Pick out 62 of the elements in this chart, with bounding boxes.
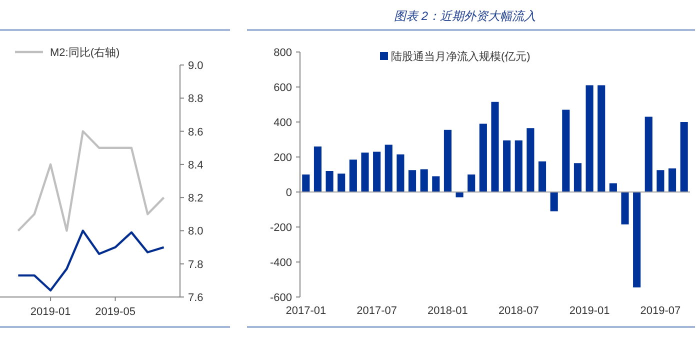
legend-label: 陆股通当月净流入规模(亿元) <box>391 50 530 63</box>
y2-tick-label: 9.0 <box>188 60 204 72</box>
bar <box>468 174 476 192</box>
bar <box>633 192 641 288</box>
bar <box>668 168 676 192</box>
bar <box>314 146 322 192</box>
y2-tick-label: 8.4 <box>188 159 204 172</box>
y2-tick-label: 8.0 <box>188 226 204 238</box>
bar <box>420 169 428 192</box>
x-tick-label: 2019-05 <box>95 306 136 318</box>
bar <box>396 154 404 192</box>
bar <box>384 144 392 192</box>
bar <box>302 174 310 192</box>
bar <box>680 122 688 192</box>
bar <box>526 128 534 192</box>
x-tick-label: 2019-01 <box>30 306 71 318</box>
bar <box>491 102 499 192</box>
bar <box>598 85 606 192</box>
bar <box>514 140 522 192</box>
y-tick-label: 400 <box>274 117 292 129</box>
x-tick-label: 2017-07 <box>356 305 398 317</box>
legend-label: M2:同比(右轴) <box>50 46 120 59</box>
y-tick-label: 200 <box>274 152 292 164</box>
bar <box>326 171 334 192</box>
bar <box>432 176 440 192</box>
bar <box>538 161 546 192</box>
x-tick-label: 2017-01 <box>286 305 326 317</box>
y-tick-label: -600 <box>270 292 292 304</box>
y2-tick-label: 7.8 <box>188 258 204 271</box>
x-tick-label: 2019-01 <box>569 305 610 317</box>
bar <box>479 124 487 192</box>
chart-title: 图表 2：近期外资大幅流入 <box>394 9 536 23</box>
bar <box>550 192 558 212</box>
bar <box>503 140 511 192</box>
bar <box>338 174 346 192</box>
y2-tick-label: 8.6 <box>188 126 204 138</box>
y2-tick-label: 8.2 <box>188 192 204 205</box>
x-tick-label: 2019-07 <box>640 305 681 317</box>
bar <box>456 192 464 198</box>
bar <box>373 152 381 192</box>
bar <box>586 85 594 192</box>
bar <box>361 152 369 192</box>
x-tick-label: 2018-07 <box>498 305 539 317</box>
y-tick-label: 800 <box>274 47 292 59</box>
y-tick-label: -200 <box>270 222 292 234</box>
bar <box>609 183 617 192</box>
bar <box>444 130 452 192</box>
y-tick-label: 0 <box>286 187 292 199</box>
bar <box>574 163 582 192</box>
bar <box>656 170 664 192</box>
bar <box>644 116 652 192</box>
y-tick-label: 600 <box>274 82 292 94</box>
y-tick-label: -400 <box>270 257 292 269</box>
bar <box>408 170 416 192</box>
y2-tick-label: 8.8 <box>188 93 204 106</box>
bar <box>621 192 629 224</box>
line-series <box>17 130 165 232</box>
y2-tick-label: 7.6 <box>188 292 204 304</box>
bar <box>562 110 570 192</box>
bar <box>349 160 357 192</box>
x-tick-label: 2018-01 <box>428 305 468 317</box>
line-series <box>17 230 165 292</box>
